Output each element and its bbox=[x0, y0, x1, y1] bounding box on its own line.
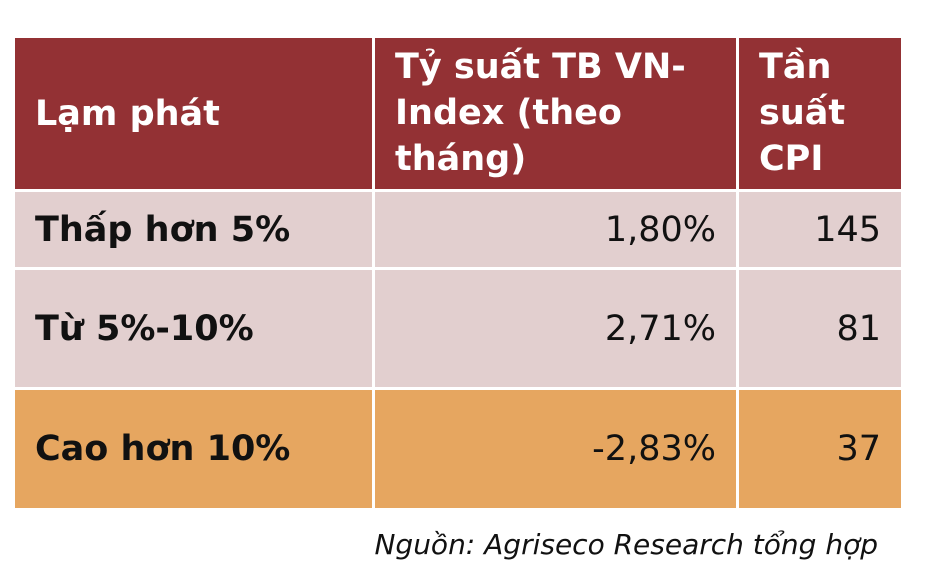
row-label-cell: Cao hơn 10% bbox=[15, 390, 375, 508]
header-cell-frequency: Tần suất CPI bbox=[739, 38, 901, 192]
frequency-value: 145 bbox=[814, 209, 881, 250]
row-label: Từ 5%-10% bbox=[35, 308, 254, 349]
table-row: Cao hơn 10% -2,83% 37 bbox=[15, 390, 901, 508]
return-cell: -2,83% bbox=[375, 390, 739, 508]
return-value: -2,83% bbox=[592, 429, 716, 469]
row-label-cell: Từ 5%-10% bbox=[15, 270, 375, 390]
source-note: Nguồn: Agriseco Research tổng hợp bbox=[374, 528, 878, 561]
row-label-cell: Thấp hơn 5% bbox=[15, 192, 375, 270]
row-label: Thấp hơn 5% bbox=[35, 209, 291, 250]
header-line: Tần bbox=[759, 47, 832, 87]
return-cell: 1,80% bbox=[375, 192, 739, 270]
table-header-row: Lạm phát Tỷ suất TB VN- Index (theo thán… bbox=[15, 38, 901, 192]
header-label-inflation: Lạm phát bbox=[35, 93, 220, 134]
frequency-cell: 145 bbox=[739, 192, 901, 270]
header-line: Index (theo bbox=[395, 93, 622, 133]
return-cell: 2,71% bbox=[375, 270, 739, 390]
header-cell-inflation: Lạm phát bbox=[15, 38, 375, 192]
frequency-cell: 37 bbox=[739, 390, 901, 508]
table-row: Từ 5%-10% 2,71% 81 bbox=[15, 270, 901, 390]
header-cell-return: Tỷ suất TB VN- Index (theo tháng) bbox=[375, 38, 739, 192]
header-line: tháng) bbox=[395, 139, 527, 179]
frequency-value: 81 bbox=[836, 308, 881, 349]
header-line: CPI bbox=[759, 139, 824, 179]
return-value: 1,80% bbox=[604, 209, 716, 250]
header-line: suất bbox=[759, 93, 846, 133]
row-label: Cao hơn 10% bbox=[35, 429, 291, 469]
header-label-frequency: Tần suất CPI bbox=[759, 44, 845, 182]
table-row: Thấp hơn 5% 1,80% 145 bbox=[15, 192, 901, 270]
header-label-return: Tỷ suất TB VN- Index (theo tháng) bbox=[395, 44, 686, 182]
inflation-return-table: Lạm phát Tỷ suất TB VN- Index (theo thán… bbox=[15, 38, 901, 508]
frequency-value: 37 bbox=[836, 429, 881, 469]
frequency-cell: 81 bbox=[739, 270, 901, 390]
header-line: Tỷ suất TB VN- bbox=[395, 47, 686, 87]
return-value: 2,71% bbox=[604, 308, 716, 349]
